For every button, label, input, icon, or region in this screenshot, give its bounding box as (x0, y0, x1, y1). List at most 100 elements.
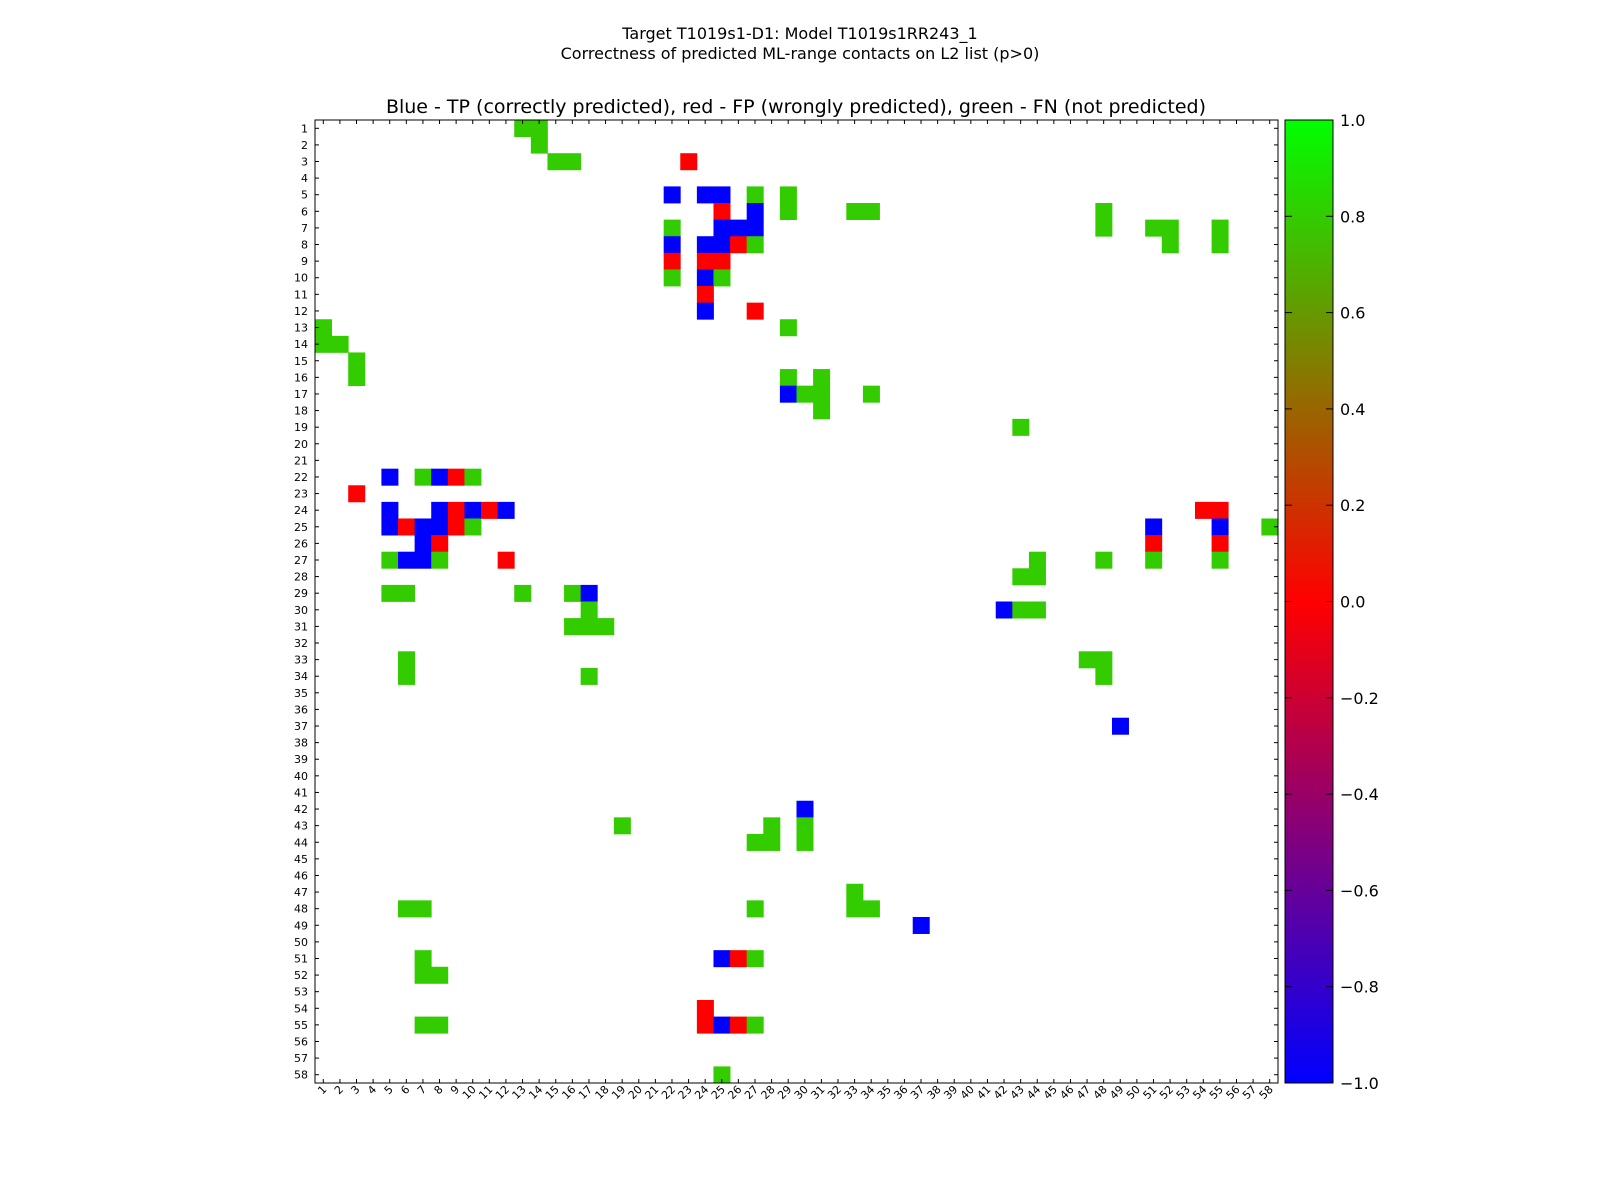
y-tick-label: 24 (294, 504, 308, 517)
cell-tp-r30-c42 (995, 601, 1013, 619)
cell-fn-r28-c44 (1028, 568, 1046, 586)
cell-fn-r27-c48 (1095, 551, 1113, 569)
cell-tp-r25-c51 (1145, 518, 1163, 536)
cell-fn-r3-c15 (547, 153, 565, 171)
colorbar-tick-label: 0.6 (1340, 304, 1365, 323)
y-tick-label: 51 (294, 952, 308, 965)
y-tick-label: 44 (294, 836, 308, 849)
y-tick-label: 13 (294, 322, 308, 335)
cell-fp-r9-c22 (663, 252, 681, 270)
cell-fn-r27-c55 (1211, 551, 1229, 569)
cell-fp-r55-c24 (696, 1016, 714, 1034)
y-tick-label: 52 (294, 969, 308, 982)
cell-fn-r52-c7 (414, 966, 432, 984)
y-tick-label: 43 (294, 820, 308, 833)
cell-fn-r55-c27 (746, 1016, 764, 1034)
axis-ticks: 1122334455667788991010111112121313141415… (294, 120, 1278, 1102)
contact-cells (315, 120, 1279, 1084)
plot-frame (314, 119, 1279, 1084)
cell-tp-r5-c25 (713, 186, 731, 204)
colorbar-tick-label: −0.8 (1340, 978, 1379, 997)
y-tick-label: 18 (294, 405, 308, 418)
colorbar-tick-label: 0.0 (1340, 593, 1365, 612)
cell-fp-r22-c9 (447, 468, 465, 486)
cell-fp-r24-c54 (1194, 501, 1212, 519)
y-tick-label: 54 (294, 1002, 308, 1015)
x-tick-label: 4 (365, 1083, 379, 1097)
cell-tp-r27-c6 (398, 551, 416, 569)
y-tick-label: 25 (294, 521, 308, 534)
y-tick-label: 29 (294, 587, 308, 600)
cell-tp-r8-c24 (696, 236, 714, 254)
suptitle-line-2: Correctness of predicted ML-range contac… (561, 44, 1040, 63)
y-tick-label: 28 (294, 571, 308, 584)
y-tick-label: 45 (294, 853, 308, 866)
cell-fn-r43-c19 (613, 817, 631, 835)
cell-fp-r24-c11 (481, 501, 499, 519)
y-tick-label: 21 (294, 454, 308, 467)
y-tick-label: 7 (301, 222, 308, 235)
cell-fp-r6-c25 (713, 203, 731, 221)
colorbar-tick-label: −0.6 (1340, 881, 1379, 900)
cell-tp-r29-c17 (580, 584, 598, 602)
cell-fn-r2-c14 (530, 136, 548, 154)
cell-fn-r30-c43 (1012, 601, 1030, 619)
x-tick-label: 3 (348, 1083, 362, 1097)
y-tick-label: 34 (294, 670, 308, 683)
x-tick-label: 2 (332, 1083, 346, 1097)
cell-fn-r1-c14 (530, 120, 548, 137)
cell-tp-r24-c8 (431, 501, 449, 519)
cell-fn-r31-c18 (597, 618, 615, 636)
y-tick-label: 16 (294, 371, 308, 384)
cell-fn-r31-c16 (564, 618, 582, 636)
cell-fn-r25-c58 (1261, 518, 1279, 536)
cell-fn-r33-c47 (1078, 651, 1096, 669)
cell-fp-r11-c24 (696, 286, 714, 304)
y-tick-label: 15 (294, 355, 308, 368)
x-tick-label: 8 (432, 1083, 446, 1097)
cell-tp-r22-c5 (381, 468, 399, 486)
x-tick-label: 9 (448, 1083, 462, 1097)
y-tick-label: 50 (294, 936, 308, 949)
y-tick-label: 56 (294, 1035, 308, 1048)
x-tick-label: 5 (382, 1083, 396, 1097)
cell-fp-r25-c6 (398, 518, 416, 536)
cell-fn-r27-c44 (1028, 551, 1046, 569)
cell-fn-r5-c29 (779, 186, 797, 204)
cell-tp-r7-c26 (730, 219, 748, 237)
cell-fn-r19-c43 (1012, 418, 1030, 436)
cell-fn-r13-c1 (315, 319, 332, 337)
y-tick-label: 14 (294, 338, 308, 351)
cell-fn-r6-c33 (846, 203, 864, 221)
cell-fn-r27-c5 (381, 551, 399, 569)
y-tick-label: 33 (294, 654, 308, 667)
cell-fn-r51-c27 (746, 950, 764, 968)
y-tick-label: 35 (294, 687, 308, 700)
cell-fn-r33-c6 (398, 651, 416, 669)
cell-fn-r8-c55 (1211, 236, 1229, 254)
cell-tp-r5-c22 (663, 186, 681, 204)
cell-fp-r24-c55 (1211, 501, 1229, 519)
cell-fn-r13-c29 (779, 319, 797, 337)
y-tick-label: 46 (294, 869, 308, 882)
cell-fn-r30-c44 (1028, 601, 1046, 619)
y-tick-label: 37 (294, 720, 308, 733)
y-tick-label: 9 (301, 255, 308, 268)
cell-fn-r48-c33 (846, 900, 864, 918)
cell-fn-r16-c29 (779, 369, 797, 387)
cell-fn-r8-c52 (1161, 236, 1179, 254)
cell-fn-r10-c22 (663, 269, 681, 287)
cell-fp-r24-c9 (447, 501, 465, 519)
cell-fn-r16-c31 (813, 369, 831, 387)
cell-fn-r17-c31 (813, 385, 831, 403)
cell-fn-r7-c48 (1095, 219, 1113, 237)
y-tick-label: 8 (301, 239, 308, 252)
cell-fp-r54-c24 (696, 999, 714, 1017)
cell-tp-r25-c5 (381, 518, 399, 536)
cell-fn-r14-c2 (331, 335, 349, 353)
cell-fn-r34-c48 (1095, 667, 1113, 685)
cell-fn-r1-c13 (514, 120, 532, 137)
cell-fn-r33-c48 (1095, 651, 1113, 669)
y-tick-label: 47 (294, 886, 308, 899)
cell-tp-r24-c12 (497, 501, 515, 519)
